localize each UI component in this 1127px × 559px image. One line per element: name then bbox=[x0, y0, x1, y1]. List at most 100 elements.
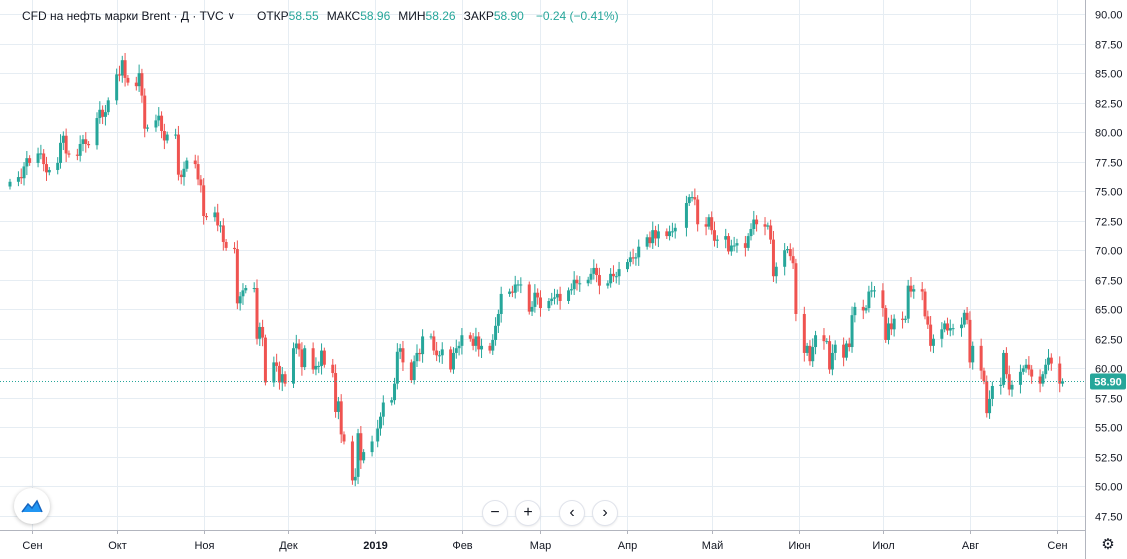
scroll-left-button[interactable]: ‹ bbox=[559, 500, 585, 526]
candle-body[interactable] bbox=[395, 351, 399, 384]
candle-body[interactable] bbox=[16, 177, 20, 182]
candle-body[interactable] bbox=[538, 297, 542, 309]
candle-body[interactable] bbox=[334, 373, 338, 412]
candle-body[interactable] bbox=[320, 350, 324, 366]
candle-body[interactable] bbox=[901, 318, 905, 320]
candle-body[interactable] bbox=[224, 241, 228, 248]
candle-body[interactable] bbox=[513, 284, 517, 293]
candle-body[interactable] bbox=[311, 348, 315, 370]
candle-body[interactable] bbox=[381, 402, 385, 417]
candle-body[interactable] bbox=[140, 73, 144, 96]
candle-body[interactable] bbox=[536, 292, 540, 298]
candle-body[interactable] bbox=[199, 179, 203, 186]
candle-body[interactable] bbox=[755, 219, 759, 225]
candle-body[interactable] bbox=[258, 326, 262, 339]
candle-body[interactable] bbox=[185, 160, 189, 169]
candle-body[interactable] bbox=[84, 139, 88, 145]
candle-body[interactable] bbox=[864, 308, 868, 311]
candle-body[interactable] bbox=[597, 275, 601, 286]
candle-body[interactable] bbox=[707, 217, 711, 227]
candle-body[interactable] bbox=[516, 284, 520, 286]
candle-body[interactable] bbox=[421, 336, 425, 355]
candle-body[interactable] bbox=[988, 398, 992, 414]
candle-body[interactable] bbox=[477, 336, 481, 350]
candle-body[interactable] bbox=[743, 243, 747, 248]
candle-body[interactable] bbox=[960, 324, 964, 329]
candle-body[interactable] bbox=[628, 257, 632, 263]
candle-body[interactable] bbox=[28, 158, 32, 163]
candle-body[interactable] bbox=[906, 285, 910, 319]
candle-body[interactable] bbox=[808, 345, 812, 362]
tradingview-logo-icon[interactable] bbox=[14, 488, 50, 524]
candle-body[interactable] bbox=[555, 293, 559, 298]
candle-body[interactable] bbox=[811, 347, 815, 362]
candle-body[interactable] bbox=[317, 365, 321, 367]
candle-body[interactable] bbox=[547, 301, 551, 309]
candle-body[interactable] bbox=[339, 401, 343, 435]
candle-body[interactable] bbox=[418, 352, 422, 355]
zoom-in-button[interactable]: + bbox=[515, 500, 541, 526]
candle-body[interactable] bbox=[162, 131, 166, 141]
candle-body[interactable] bbox=[297, 343, 301, 350]
candle-body[interactable] bbox=[940, 329, 944, 339]
candle-body[interactable] bbox=[415, 352, 419, 362]
candle-body[interactable] bbox=[951, 328, 955, 330]
candle-body[interactable] bbox=[454, 348, 458, 353]
candle-body[interactable] bbox=[645, 237, 649, 247]
candle-body[interactable] bbox=[117, 74, 121, 76]
candle-body[interactable] bbox=[774, 266, 778, 277]
candle-body[interactable] bbox=[336, 401, 340, 412]
candle-body[interactable] bbox=[353, 476, 357, 481]
candle-body[interactable] bbox=[943, 323, 947, 330]
candle-body[interactable] bbox=[923, 291, 927, 317]
candle-body[interactable] bbox=[982, 370, 986, 382]
candle-body[interactable] bbox=[929, 324, 933, 346]
candle-body[interactable] bbox=[294, 343, 298, 349]
candle-body[interactable] bbox=[769, 225, 773, 240]
candle-body[interactable] bbox=[468, 335, 472, 339]
candle-body[interactable] bbox=[530, 306, 534, 312]
candle-body[interactable] bbox=[1007, 374, 1011, 390]
candle-body[interactable] bbox=[120, 60, 124, 76]
candle-body[interactable] bbox=[892, 318, 896, 330]
candle-body[interactable] bbox=[137, 73, 141, 87]
candle-body[interactable] bbox=[687, 197, 691, 204]
candle-body[interactable] bbox=[920, 289, 924, 292]
candle-body[interactable] bbox=[216, 212, 220, 226]
candle-body[interactable] bbox=[999, 384, 1003, 386]
candle-body[interactable] bbox=[752, 219, 756, 229]
candle-body[interactable] bbox=[881, 290, 885, 309]
candle-body[interactable] bbox=[235, 249, 239, 304]
candle-body[interactable] bbox=[115, 74, 119, 101]
candle-body[interactable] bbox=[435, 350, 439, 356]
candle-body[interactable] bbox=[965, 312, 969, 320]
candle-body[interactable] bbox=[746, 236, 750, 248]
candle-body[interactable] bbox=[654, 230, 658, 239]
candle-body[interactable] bbox=[735, 243, 739, 246]
candle-body[interactable] bbox=[494, 325, 498, 340]
candle-body[interactable] bbox=[429, 336, 433, 338]
candle-body[interactable] bbox=[255, 288, 259, 339]
candle-body[interactable] bbox=[637, 246, 641, 258]
candle-body[interactable] bbox=[833, 344, 837, 353]
candle-body[interactable] bbox=[1024, 364, 1028, 369]
candle-body[interactable] bbox=[673, 227, 677, 232]
candle-body[interactable] bbox=[791, 256, 795, 264]
candle-body[interactable] bbox=[1041, 374, 1045, 384]
candle-body[interactable] bbox=[1030, 369, 1034, 377]
candle-body[interactable] bbox=[847, 343, 851, 348]
candle-body[interactable] bbox=[499, 293, 503, 314]
candle-body[interactable] bbox=[884, 308, 888, 340]
candle-body[interactable] bbox=[909, 285, 913, 292]
candle-body[interactable] bbox=[280, 374, 284, 383]
candle-body[interactable] bbox=[19, 177, 23, 179]
candle-body[interactable] bbox=[291, 348, 295, 384]
candle-body[interactable] bbox=[887, 323, 891, 340]
candle-body[interactable] bbox=[715, 239, 719, 241]
candle-body[interactable] bbox=[61, 135, 65, 143]
candle-body[interactable] bbox=[196, 164, 200, 180]
candle-body[interactable] bbox=[182, 168, 186, 178]
candle-body[interactable] bbox=[693, 197, 697, 200]
candle-body[interactable] bbox=[204, 216, 208, 218]
candle-body[interactable] bbox=[668, 231, 672, 237]
